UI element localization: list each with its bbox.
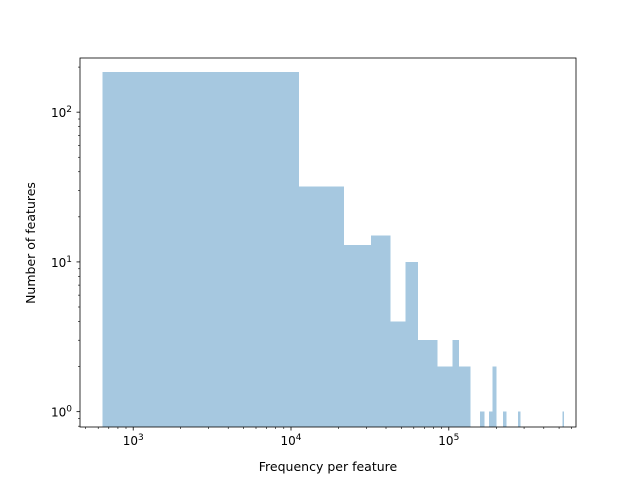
histogram-bar bbox=[480, 411, 485, 427]
y-axis-title: Number of features bbox=[23, 182, 38, 304]
y-tick-exponent: 2 bbox=[66, 105, 72, 115]
x-tick-exponent: 5 bbox=[454, 433, 460, 443]
plot-frame bbox=[79, 57, 577, 428]
histogram-bar bbox=[390, 321, 406, 427]
y-tick-exponent: 0 bbox=[66, 405, 72, 415]
histogram-bar bbox=[459, 366, 471, 427]
histogram-bar bbox=[405, 261, 418, 427]
x-tick-exponent: 3 bbox=[138, 433, 144, 443]
histogram-bar bbox=[517, 411, 521, 427]
histogram-bar bbox=[562, 411, 564, 427]
histogram-bar bbox=[452, 340, 460, 427]
x-tick-exponent: 4 bbox=[296, 433, 302, 443]
bars-group bbox=[102, 72, 564, 427]
histogram-bar bbox=[417, 340, 438, 427]
histogram-bar bbox=[437, 366, 453, 427]
histogram-bar bbox=[503, 411, 507, 427]
x-axis-title: Frequency per feature bbox=[259, 459, 398, 474]
histogram-bar bbox=[102, 72, 299, 427]
histogram-bar bbox=[492, 366, 497, 427]
histogram-bar bbox=[488, 411, 493, 427]
histogram-bar bbox=[298, 186, 345, 427]
histogram-bar bbox=[371, 235, 391, 427]
y-tick-exponent: 1 bbox=[66, 255, 72, 265]
histogram-bar bbox=[344, 244, 372, 427]
